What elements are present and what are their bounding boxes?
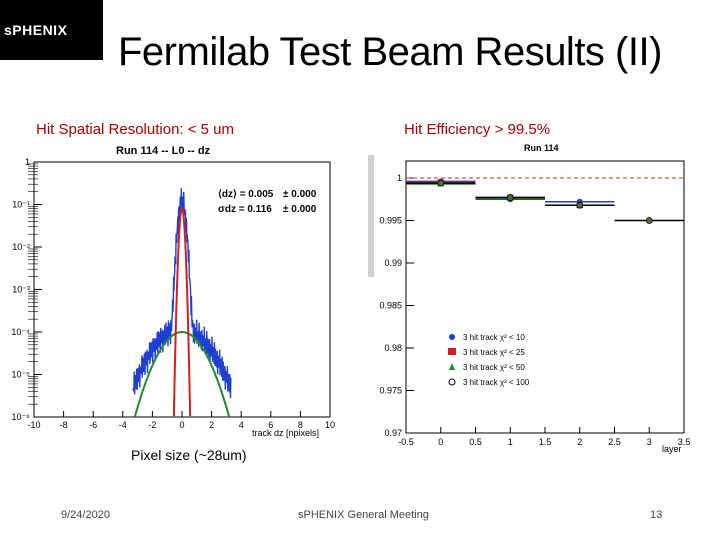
x-tick-label: -4 <box>119 420 127 430</box>
x-tick-label: 3 <box>647 437 652 447</box>
x-tick-label: -10 <box>27 420 40 430</box>
y-tick-label: 10⁻¹ <box>12 200 30 210</box>
residual-chart: Run 114 -- L0 -- dz -10 -8 -6 -4 -2 0 2 4 6 8 10 1… <box>11 145 335 438</box>
residual-curves <box>132 188 232 418</box>
efficiency-points <box>406 177 684 224</box>
x-tick-label: -8 <box>60 420 68 430</box>
x-tick-label: 4 <box>239 420 244 430</box>
sphenix-logo: sPHENIX <box>0 0 103 60</box>
y-tick-label: 10⁻⁵ <box>12 370 31 380</box>
x-tick-label: 1.5 <box>539 437 552 447</box>
y-tick-label: 1 <box>397 173 402 183</box>
x-tick-label: 6 <box>268 420 273 430</box>
x-tick-label: 0 <box>438 437 443 447</box>
x-tick-label: 2.5 <box>608 437 621 447</box>
efficiency-caption: Hit Efficiency > 99.5% <box>404 121 551 138</box>
data-point-open-circle <box>506 194 514 201</box>
legend-marker <box>449 363 455 370</box>
legend-label: 3 hit track χ² < 100 <box>463 378 530 387</box>
y-tick-label: 10⁻⁴ <box>11 327 30 337</box>
footer-page-number: 13 <box>650 509 663 521</box>
x-tick-label: -2 <box>148 420 156 430</box>
residual-x-ticks: -10 -8 -6 -4 -2 0 2 4 6 8 10 <box>27 411 335 430</box>
stats-sigma: σdz = 0.116 <box>218 204 272 215</box>
blue-histogram <box>132 188 232 399</box>
efficiency-chart-title: Run 114 <box>524 143 559 153</box>
y-tick-label: 0.985 <box>379 301 402 311</box>
x-tick-label: 0 <box>179 420 184 430</box>
x-tick-label: 0.5 <box>469 437 482 447</box>
y-tick-label: 0.97 <box>384 428 402 438</box>
legend-label: 3 hit track χ² < 10 <box>463 333 525 342</box>
y-tick-label: 0.99 <box>384 258 402 268</box>
slide-title: Fermilab Test Beam Results (II) <box>118 30 662 74</box>
pixel-size-caption: Pixel size (~28um) <box>131 447 247 463</box>
y-tick-label: 10⁻⁶ <box>12 412 31 422</box>
green-gaussian-fit <box>133 331 231 418</box>
efficiency-legend: 3 hit track χ² < 10 3 hit track χ² < 25 3 … <box>448 333 530 387</box>
legend-marker <box>448 348 456 355</box>
x-tick-label: 3.5 <box>678 437 691 447</box>
resolution-caption: Hit Spatial Resolution: < 5 um <box>36 121 235 138</box>
x-tick-label: -6 <box>89 420 97 430</box>
x-tick-label: 10 <box>325 420 335 430</box>
y-tick-label: 0.98 <box>384 343 402 353</box>
y-tick-label: 10⁻³ <box>12 285 30 295</box>
efficiency-chart: Run 114 -0.5 0 0.5 1 1.5 2 2.5 3 3.5 1 0.995 0.99 0… <box>368 143 690 454</box>
y-tick-label: 10⁻² <box>12 242 30 252</box>
x-tick-label: 2 <box>209 420 214 430</box>
y-tick-label: 0.975 <box>379 386 402 396</box>
data-point-open-circle <box>437 179 445 187</box>
stats-mean-err: ± 0.000 <box>283 189 317 200</box>
x-tick-label: 2 <box>577 437 582 447</box>
legend-label: 3 hit track χ² < 50 <box>463 363 525 372</box>
legend-marker <box>449 334 455 340</box>
residual-x-label: track dz [npixels] <box>252 428 319 438</box>
residual-chart-title: Run 114 -- L0 -- dz <box>116 145 211 157</box>
residual-y-ticks: 1 10⁻¹ 10⁻² 10⁻³ 10⁻⁴ 10⁻⁵ 10⁻⁶ <box>11 157 42 422</box>
efficiency-y-ticks: 1 0.995 0.99 0.985 0.98 0.975 0.97 <box>379 173 414 438</box>
red-core-fit <box>172 207 192 417</box>
efficiency-x-label: layer <box>662 444 682 454</box>
data-point-open-circle <box>576 201 584 209</box>
y-tick-label: 1 <box>25 157 30 167</box>
x-tick-label: 8 <box>298 420 303 430</box>
legend-marker <box>448 378 456 386</box>
logo-text: sPHENIX <box>4 22 68 38</box>
x-tick-label: 1 <box>508 437 513 447</box>
stats-mean: ⟨dz⟩ = 0.005 <box>218 189 274 200</box>
footer-date: 9/24/2020 <box>61 509 110 521</box>
footer-meeting: sPHENIX General Meeting <box>298 509 429 521</box>
legend-label: 3 hit track χ² < 25 <box>463 348 525 357</box>
y-tick-label: 0.995 <box>379 216 402 226</box>
x-tick-label: -0.5 <box>398 437 414 447</box>
y-axis-smear <box>368 155 374 277</box>
stats-sigma-err: ± 0.000 <box>283 204 317 215</box>
efficiency-x-ticks: -0.5 0 0.5 1 1.5 2 2.5 3 3.5 <box>398 427 690 447</box>
data-point-open-circle <box>645 217 653 224</box>
